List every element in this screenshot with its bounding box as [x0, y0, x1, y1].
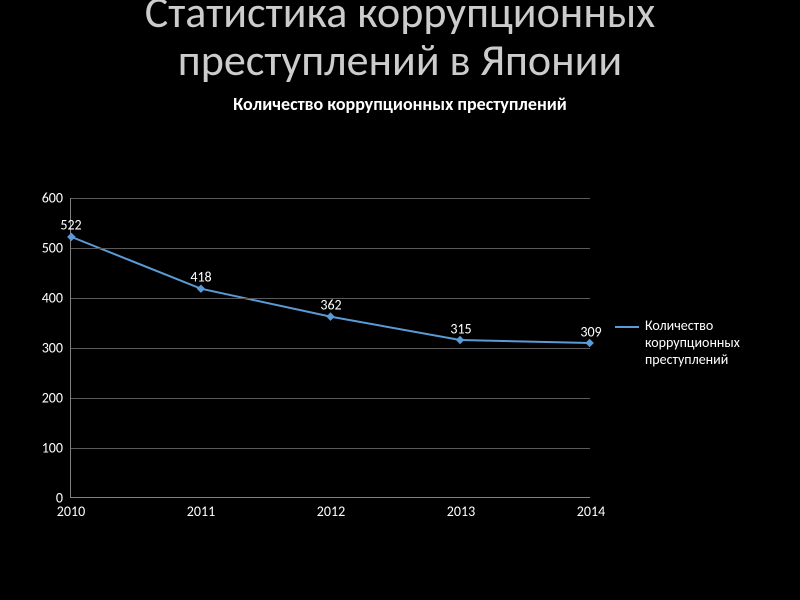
data-label: 362: [320, 297, 341, 314]
legend-swatch: [615, 326, 639, 328]
data-marker: [67, 233, 75, 241]
gridline: [71, 398, 590, 399]
y-tick-label: 600: [42, 190, 63, 207]
x-tick-label: 2013: [447, 503, 475, 520]
data-marker: [326, 312, 334, 320]
data-label: 418: [190, 269, 211, 286]
y-tick-label: 300: [42, 340, 63, 357]
y-tick-label: 400: [42, 290, 63, 307]
data-label: 315: [450, 320, 471, 337]
x-tick-label: 2014: [577, 503, 605, 520]
y-tick-label: 200: [42, 390, 63, 407]
gridline: [71, 348, 590, 349]
series-line: [71, 237, 589, 343]
x-tick-label: 2010: [57, 503, 85, 520]
gridline: [71, 448, 590, 449]
chart-title: Количество коррупционных преступлений: [0, 93, 800, 115]
data-label: 522: [60, 217, 81, 234]
x-tick-label: 2011: [187, 503, 215, 520]
gridline: [71, 248, 590, 249]
chart-area: 0100200300400500600201020112012201320145…: [0, 198, 800, 548]
data-marker: [197, 284, 205, 292]
gridline: [71, 198, 590, 199]
legend: Количество коррупционных преступлений: [615, 318, 795, 368]
slide-title: Статистика коррупционных преступлений в …: [0, 0, 800, 85]
y-tick-label: 500: [42, 240, 63, 257]
plot-region: 0100200300400500600201020112012201320145…: [70, 198, 590, 498]
y-tick-label: 100: [42, 440, 63, 457]
legend-label: Количество коррупционных преступлений: [645, 318, 795, 368]
x-tick-label: 2012: [317, 503, 345, 520]
data-label: 309: [580, 323, 601, 340]
